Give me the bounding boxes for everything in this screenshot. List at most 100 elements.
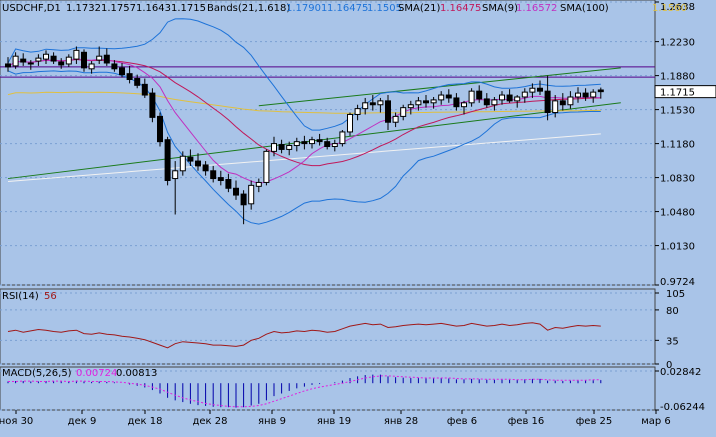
price-tick-label: 0.9724 xyxy=(660,277,695,288)
candle-body[interactable] xyxy=(339,131,346,145)
bollinger-lower-line xyxy=(7,70,601,225)
candle-body[interactable] xyxy=(271,143,277,152)
price-axis[interactable]: 1.2638 1.2230 1.1880 1.1530 1.1180 1.0830 1.04… xyxy=(654,1,716,288)
candle-body[interactable] xyxy=(88,63,95,70)
candle-body[interactable] xyxy=(119,67,125,76)
candle-body[interactable] xyxy=(157,115,163,143)
candle-body[interactable] xyxy=(58,61,65,66)
candle-body[interactable] xyxy=(491,99,498,106)
candle-body[interactable] xyxy=(309,139,315,145)
candle-body[interactable] xyxy=(377,100,384,106)
candle-body[interactable] xyxy=(81,51,87,69)
candle-body[interactable] xyxy=(179,155,186,172)
candle-body[interactable] xyxy=(301,141,308,145)
candle-body[interactable] xyxy=(126,73,133,80)
candle-body[interactable] xyxy=(316,139,323,143)
bands-mid-value: 1.16475 xyxy=(327,3,368,14)
candle-body[interactable] xyxy=(362,102,369,110)
macd-tick-label: 0.02842 xyxy=(660,367,701,378)
candle-body[interactable] xyxy=(134,78,141,86)
candle-body[interactable] xyxy=(552,100,559,114)
candle-body[interactable] xyxy=(263,150,270,183)
candle-body[interactable] xyxy=(248,184,255,205)
candle-body[interactable] xyxy=(27,62,34,65)
candle-body[interactable] xyxy=(559,100,566,106)
candle-body[interactable] xyxy=(438,94,445,101)
rsi-frame xyxy=(0,288,656,365)
candle-body[interactable] xyxy=(50,55,57,62)
candle-body[interactable] xyxy=(590,91,597,98)
candle-body[interactable] xyxy=(453,97,460,108)
candle-body[interactable] xyxy=(385,100,391,123)
candle-body[interactable] xyxy=(461,102,467,108)
rsi-axis: 105 80 35 0 xyxy=(655,289,685,371)
candle-body[interactable] xyxy=(278,144,285,150)
candle-body[interactable] xyxy=(483,98,490,106)
lower-trend-line xyxy=(7,133,601,182)
candle-body[interactable] xyxy=(537,87,543,92)
macd-frame xyxy=(0,366,656,411)
candle-body[interactable] xyxy=(43,53,49,60)
candle-body[interactable] xyxy=(35,57,42,62)
ohlc-close: 1.1715 xyxy=(171,3,206,14)
candle-body[interactable] xyxy=(164,139,171,182)
candle-body[interactable] xyxy=(529,87,536,93)
candle-body[interactable] xyxy=(202,164,209,172)
candle-body[interactable] xyxy=(240,193,247,206)
candle-body[interactable] xyxy=(445,94,452,99)
candle-body[interactable] xyxy=(575,92,581,98)
candle-body[interactable] xyxy=(96,55,103,61)
candle-body[interactable] xyxy=(476,90,483,100)
candle-body[interactable] xyxy=(369,102,376,106)
candle-body[interactable] xyxy=(293,141,300,147)
candle-body[interactable] xyxy=(5,63,11,68)
candle-body[interactable] xyxy=(506,94,513,102)
main-candles[interactable] xyxy=(5,46,604,225)
candle-body[interactable] xyxy=(544,90,551,114)
candle-body[interactable] xyxy=(217,177,224,182)
time-tick-label: янв 28 xyxy=(384,416,418,427)
candle-body[interactable] xyxy=(20,58,27,63)
macd-histogram xyxy=(7,374,602,408)
candle-body[interactable] xyxy=(430,99,437,104)
candle-body[interactable] xyxy=(347,113,353,133)
candle-body[interactable] xyxy=(582,92,589,98)
candle-body[interactable] xyxy=(210,170,217,180)
rsi-grid xyxy=(0,288,656,365)
candle-body[interactable] xyxy=(233,187,239,196)
candle-body[interactable] xyxy=(331,143,338,148)
candle-body[interactable] xyxy=(149,92,156,118)
candle-body[interactable] xyxy=(468,90,475,104)
candle-body[interactable] xyxy=(324,141,331,148)
time-axis: ноя 30 дек 9 дек 18 дек 28 янв 9 янв 19 янв 28… xyxy=(0,410,671,427)
candle-body[interactable] xyxy=(514,96,521,102)
candle-body[interactable] xyxy=(172,170,179,180)
candle-body[interactable] xyxy=(255,181,262,187)
macd-label: MACD(5,26,5) xyxy=(2,368,72,379)
candle-body[interactable] xyxy=(400,107,407,117)
candle-body[interactable] xyxy=(141,83,148,96)
candle-body[interactable] xyxy=(597,89,604,93)
candle-body[interactable] xyxy=(499,94,505,101)
candle-body[interactable] xyxy=(407,104,414,109)
candle-body[interactable] xyxy=(286,145,293,150)
candle-body[interactable] xyxy=(392,115,399,123)
time-tick-label: янв 9 xyxy=(258,416,286,427)
candle-body[interactable] xyxy=(195,160,201,167)
candle-body[interactable] xyxy=(415,100,422,106)
candle-body[interactable] xyxy=(65,56,72,65)
candle-body[interactable] xyxy=(225,179,232,189)
candle-body[interactable] xyxy=(354,108,361,115)
candle-body[interactable] xyxy=(187,156,194,162)
price-tick-label: 1.0830 xyxy=(660,174,695,185)
candle-body[interactable] xyxy=(103,54,110,64)
candle-body[interactable] xyxy=(521,91,528,98)
candle-body[interactable] xyxy=(111,63,118,70)
candle-body[interactable] xyxy=(12,55,19,67)
rsi-tick-label: 35 xyxy=(666,336,679,347)
candle-body[interactable] xyxy=(423,100,429,104)
candle-body[interactable] xyxy=(567,96,574,106)
candle-body[interactable] xyxy=(73,49,80,60)
